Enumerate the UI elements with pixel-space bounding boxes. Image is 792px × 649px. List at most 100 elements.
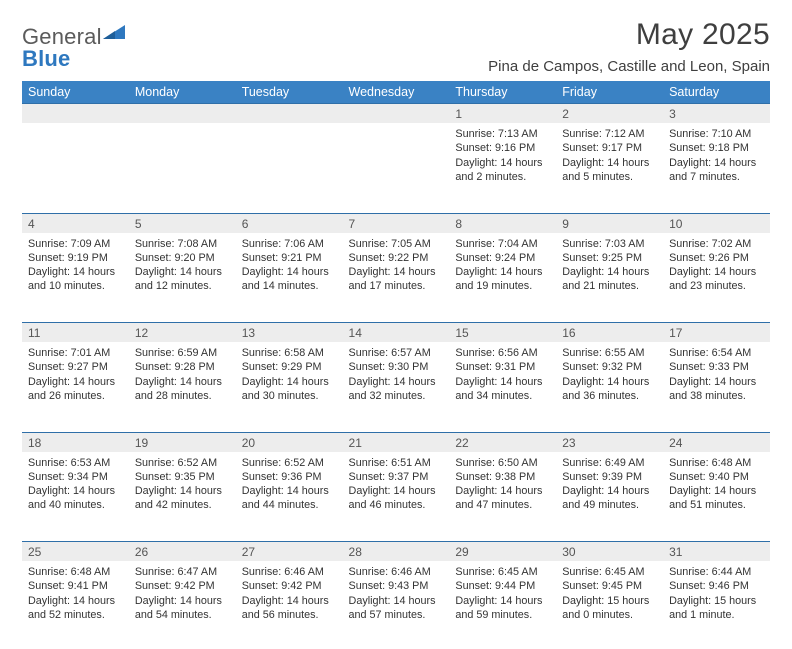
- weekday-header: Sunday: [22, 81, 129, 104]
- day-cell: Sunrise: 6:49 AMSunset: 9:39 PMDaylight:…: [556, 452, 663, 542]
- month-title: May 2025: [488, 18, 770, 52]
- weekday-header: Saturday: [663, 81, 770, 104]
- sunset-line: Sunset: 9:41 PM: [28, 579, 123, 593]
- day-number: 15: [449, 323, 556, 343]
- sunset-line: Sunset: 9:25 PM: [562, 251, 657, 265]
- weekday-header: Wednesday: [343, 81, 450, 104]
- sunrise-line: Sunrise: 7:01 AM: [28, 346, 123, 360]
- day-cell: [236, 123, 343, 213]
- day-content: Sunrise: 7:01 AMSunset: 9:27 PMDaylight:…: [22, 342, 129, 405]
- day-content: Sunrise: 6:46 AMSunset: 9:43 PMDaylight:…: [343, 561, 450, 624]
- daylight-line: Daylight: 14 hours and 36 minutes.: [562, 375, 657, 404]
- day-cell: Sunrise: 6:44 AMSunset: 9:46 PMDaylight:…: [663, 561, 770, 649]
- sunset-line: Sunset: 9:21 PM: [242, 251, 337, 265]
- day-content: Sunrise: 7:10 AMSunset: 9:18 PMDaylight:…: [663, 123, 770, 186]
- daylight-line: Daylight: 14 hours and 38 minutes.: [669, 375, 764, 404]
- day-cell: Sunrise: 7:03 AMSunset: 9:25 PMDaylight:…: [556, 233, 663, 323]
- sunrise-line: Sunrise: 6:48 AM: [28, 565, 123, 579]
- daylight-line: Daylight: 14 hours and 47 minutes.: [455, 484, 550, 513]
- day-cell: Sunrise: 7:05 AMSunset: 9:22 PMDaylight:…: [343, 233, 450, 323]
- day-content: Sunrise: 6:59 AMSunset: 9:28 PMDaylight:…: [129, 342, 236, 405]
- day-number: 1: [449, 104, 556, 124]
- logo-word2: Blue: [22, 46, 70, 71]
- sunset-line: Sunset: 9:44 PM: [455, 579, 550, 593]
- logo: General Blue: [22, 18, 125, 70]
- sunrise-line: Sunrise: 7:05 AM: [349, 237, 444, 251]
- sunrise-line: Sunrise: 7:06 AM: [242, 237, 337, 251]
- day-cell: Sunrise: 6:52 AMSunset: 9:36 PMDaylight:…: [236, 452, 343, 542]
- day-number: 19: [129, 432, 236, 452]
- sunrise-line: Sunrise: 6:53 AM: [28, 456, 123, 470]
- day-number: 21: [343, 432, 450, 452]
- daylight-line: Daylight: 14 hours and 46 minutes.: [349, 484, 444, 513]
- daylight-line: Daylight: 15 hours and 0 minutes.: [562, 594, 657, 623]
- daylight-line: Daylight: 14 hours and 42 minutes.: [135, 484, 230, 513]
- day-cell: [343, 123, 450, 213]
- day-cell: Sunrise: 6:50 AMSunset: 9:38 PMDaylight:…: [449, 452, 556, 542]
- day-cell: Sunrise: 6:45 AMSunset: 9:44 PMDaylight:…: [449, 561, 556, 649]
- day-content: Sunrise: 6:45 AMSunset: 9:44 PMDaylight:…: [449, 561, 556, 624]
- day-content: Sunrise: 6:48 AMSunset: 9:41 PMDaylight:…: [22, 561, 129, 624]
- sunset-line: Sunset: 9:16 PM: [455, 141, 550, 155]
- sunset-line: Sunset: 9:38 PM: [455, 470, 550, 484]
- sunrise-line: Sunrise: 6:45 AM: [562, 565, 657, 579]
- day-cell: Sunrise: 7:13 AMSunset: 9:16 PMDaylight:…: [449, 123, 556, 213]
- day-number: 4: [22, 213, 129, 233]
- sunset-line: Sunset: 9:42 PM: [242, 579, 337, 593]
- day-number: 22: [449, 432, 556, 452]
- daylight-line: Daylight: 14 hours and 51 minutes.: [669, 484, 764, 513]
- sunset-line: Sunset: 9:24 PM: [455, 251, 550, 265]
- day-cell: Sunrise: 6:48 AMSunset: 9:40 PMDaylight:…: [663, 452, 770, 542]
- day-cell: [22, 123, 129, 213]
- daylight-line: Daylight: 14 hours and 44 minutes.: [242, 484, 337, 513]
- day-content: Sunrise: 6:56 AMSunset: 9:31 PMDaylight:…: [449, 342, 556, 405]
- sunset-line: Sunset: 9:34 PM: [28, 470, 123, 484]
- day-cell: Sunrise: 6:57 AMSunset: 9:30 PMDaylight:…: [343, 342, 450, 432]
- sunrise-line: Sunrise: 7:04 AM: [455, 237, 550, 251]
- weekday-header: Monday: [129, 81, 236, 104]
- sunrise-line: Sunrise: 6:49 AM: [562, 456, 657, 470]
- day-content: Sunrise: 7:02 AMSunset: 9:26 PMDaylight:…: [663, 233, 770, 296]
- week-row: Sunrise: 7:09 AMSunset: 9:19 PMDaylight:…: [22, 233, 770, 323]
- daynum-row: 18192021222324: [22, 432, 770, 452]
- day-cell: Sunrise: 6:45 AMSunset: 9:45 PMDaylight:…: [556, 561, 663, 649]
- logo-triangle-icon: [103, 22, 125, 40]
- sunset-line: Sunset: 9:45 PM: [562, 579, 657, 593]
- sunset-line: Sunset: 9:40 PM: [669, 470, 764, 484]
- sunset-line: Sunset: 9:22 PM: [349, 251, 444, 265]
- day-number: 16: [556, 323, 663, 343]
- day-number: 5: [129, 213, 236, 233]
- week-row: Sunrise: 6:53 AMSunset: 9:34 PM Daylight:…: [22, 452, 770, 542]
- day-content: Sunrise: 6:50 AMSunset: 9:38 PMDaylight:…: [449, 452, 556, 515]
- sunrise-line: Sunrise: 7:10 AM: [669, 127, 764, 141]
- sunset-line: Sunset: 9:36 PM: [242, 470, 337, 484]
- day-number: 7: [343, 213, 450, 233]
- weekday-header: Tuesday: [236, 81, 343, 104]
- sunrise-line: Sunrise: 6:45 AM: [455, 565, 550, 579]
- day-number: 11: [22, 323, 129, 343]
- daylight-line: Daylight: 14 hours and 21 minutes.: [562, 265, 657, 294]
- day-content: Sunrise: 6:51 AMSunset: 9:37 PMDaylight:…: [343, 452, 450, 515]
- day-cell: Sunrise: 6:46 AMSunset: 9:42 PMDaylight:…: [236, 561, 343, 649]
- calendar-table: Sunday Monday Tuesday Wednesday Thursday…: [22, 81, 770, 649]
- sunrise-line: Sunrise: 6:46 AM: [349, 565, 444, 579]
- sunset-line: Sunset: 9:28 PM: [135, 360, 230, 374]
- sunset-line: Sunset: 9:35 PM: [135, 470, 230, 484]
- sunrise-line: Sunrise: 6:56 AM: [455, 346, 550, 360]
- sunset-line: Sunset: 9:42 PM: [135, 579, 230, 593]
- day-number: 3: [663, 104, 770, 124]
- sunset-line: Sunset: 9:32 PM: [562, 360, 657, 374]
- day-number: 17: [663, 323, 770, 343]
- day-content: Sunrise: 7:09 AMSunset: 9:19 PMDaylight:…: [22, 233, 129, 296]
- day-content: Sunrise: 6:52 AMSunset: 9:35 PMDaylight:…: [129, 452, 236, 515]
- day-content: Sunrise: 6:46 AMSunset: 9:42 PMDaylight:…: [236, 561, 343, 624]
- weekday-header: Thursday: [449, 81, 556, 104]
- daylight-line: Daylight: 14 hours and 59 minutes.: [455, 594, 550, 623]
- logo-text: General Blue: [22, 22, 125, 70]
- daylight-line: Daylight: 14 hours and 52 minutes.: [28, 594, 123, 623]
- day-content: Sunrise: 6:57 AMSunset: 9:30 PMDaylight:…: [343, 342, 450, 405]
- sunset-line: Sunset: 9:19 PM: [28, 251, 123, 265]
- daylight-line: Daylight: 14 hours and 23 minutes.: [669, 265, 764, 294]
- day-cell: Sunrise: 6:51 AMSunset: 9:37 PMDaylight:…: [343, 452, 450, 542]
- day-cell: Sunrise: 7:10 AMSunset: 9:18 PMDaylight:…: [663, 123, 770, 213]
